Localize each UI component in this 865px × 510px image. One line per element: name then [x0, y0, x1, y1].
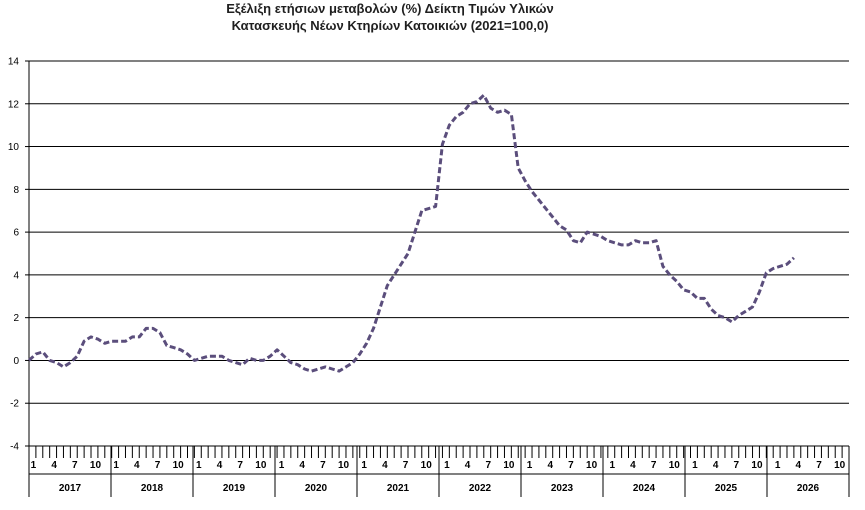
chart-title-line-1: Εξέλιξη ετήσιων μεταβολών (%) Δείκτη Τιμ…: [226, 1, 554, 16]
x-month-tick-label: 7: [72, 460, 78, 471]
x-month-tick-label: 10: [586, 460, 598, 471]
y-tick-label: 14: [8, 57, 20, 68]
x-month-tick-label: 10: [834, 460, 846, 471]
x-month-tick-label: 10: [421, 460, 433, 471]
x-month-tick-label: 10: [751, 460, 763, 471]
x-year-label: 2017: [59, 483, 82, 494]
x-month-tick-label: 10: [503, 460, 515, 471]
x-month-tick-label: 7: [568, 460, 574, 471]
x-month-tick-label: 1: [113, 460, 119, 471]
y-tick-label: 10: [8, 142, 20, 153]
x-month-tick-label: 7: [155, 460, 161, 471]
x-month-tick-label: 4: [299, 460, 305, 471]
x-month-tick-label: 4: [796, 460, 802, 471]
x-month-tick-label: 10: [338, 460, 350, 471]
x-month-tick-label: 7: [403, 460, 409, 471]
x-year-label: 2019: [223, 483, 246, 494]
x-month-tick-label: 1: [444, 460, 450, 471]
x-month-tick-label: 7: [320, 460, 326, 471]
y-tick-label: 12: [8, 99, 20, 110]
x-year-label: 2020: [305, 483, 328, 494]
x-month-tick-label: 4: [382, 460, 388, 471]
x-month-tick-label: 4: [51, 460, 57, 471]
x-month-tick-label: 7: [816, 460, 822, 471]
x-month-tick-label: 10: [173, 460, 185, 471]
x-month-tick-label: 10: [90, 460, 102, 471]
x-year-label: 2021: [387, 483, 410, 494]
x-month-tick-label: 4: [630, 460, 636, 471]
x-month-tick-label: 10: [255, 460, 267, 471]
x-year-label: 2026: [797, 483, 820, 494]
y-tick-label: -2: [10, 399, 19, 410]
x-month-tick-label: 1: [279, 460, 285, 471]
x-month-tick-label: 4: [134, 460, 140, 471]
y-tick-label: 0: [13, 356, 19, 367]
x-month-tick-label: 4: [465, 460, 471, 471]
x-year-label: 2023: [551, 483, 574, 494]
x-month-tick-label: 7: [237, 460, 243, 471]
x-month-tick-label: 1: [196, 460, 202, 471]
x-month-tick-label: 1: [31, 460, 37, 471]
chart-title: Εξέλιξη ετήσιων μεταβολών (%) Δείκτη Τιμ…: [0, 0, 780, 34]
x-month-tick-label: 10: [669, 460, 681, 471]
x-month-tick-label: 7: [651, 460, 657, 471]
chart-title-line-2: Κατασκευής Νέων Κτηρίων Κατοικιών (2021=…: [231, 18, 549, 33]
x-year-label: 2024: [633, 483, 656, 494]
y-tick-label: 2: [13, 313, 19, 324]
x-month-tick-label: 1: [361, 460, 367, 471]
x-month-tick-label: 1: [692, 460, 698, 471]
x-month-tick-label: 7: [485, 460, 491, 471]
x-year-label: 2018: [141, 483, 164, 494]
y-tick-label: -4: [10, 442, 19, 453]
x-month-tick-label: 4: [547, 460, 553, 471]
x-month-tick-label: 4: [713, 460, 719, 471]
x-month-tick-label: 1: [527, 460, 533, 471]
x-year-label: 2025: [715, 483, 738, 494]
y-tick-label: 8: [13, 185, 19, 196]
y-tick-label: 4: [13, 270, 19, 281]
series-line: [27, 93, 795, 373]
x-year-label: 2022: [469, 483, 492, 494]
x-month-tick-label: 1: [609, 460, 615, 471]
x-month-tick-label: 1: [775, 460, 781, 471]
x-month-tick-label: 7: [734, 460, 740, 471]
x-month-tick-label: 4: [217, 460, 223, 471]
y-tick-label: 6: [13, 228, 19, 239]
